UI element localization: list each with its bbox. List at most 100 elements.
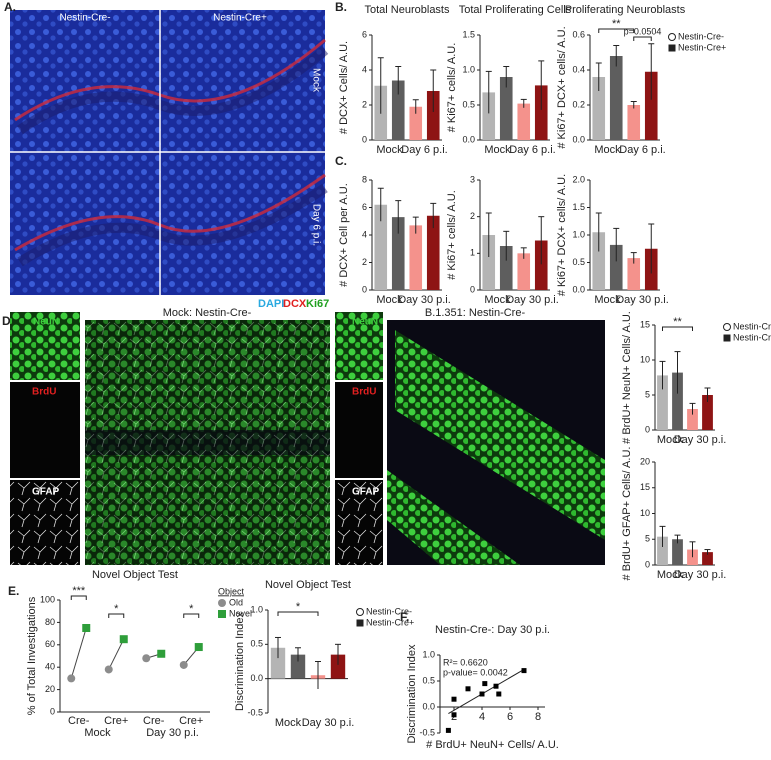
x-axis-label: # BrdU+ NeuN+ Cells/ A.U. bbox=[426, 739, 559, 751]
bar bbox=[330, 654, 346, 679]
sig-bracket bbox=[183, 613, 200, 618]
legend-label: Old bbox=[229, 597, 243, 607]
stain-label: BrdU bbox=[32, 387, 56, 398]
x-group-label: Mock bbox=[594, 294, 621, 306]
chart-title: Total Proliferating Cells bbox=[459, 4, 572, 16]
y-tick-label: 4 bbox=[362, 64, 367, 74]
point bbox=[479, 691, 485, 697]
y-tick-label: 6 bbox=[362, 29, 367, 39]
y-tick-label: 1.0 bbox=[462, 64, 475, 74]
y-tick-label: 0.5 bbox=[250, 639, 263, 649]
y-tick-label: 0.5 bbox=[462, 99, 475, 109]
y-tick-label: 0.4 bbox=[572, 64, 585, 74]
sig-bracket bbox=[108, 613, 125, 618]
x-tick-label: Cre- bbox=[68, 715, 90, 727]
annotation: R²= 0.6620 bbox=[443, 657, 488, 667]
y-tick-label: 100 bbox=[40, 594, 55, 604]
stain-label: GFAP bbox=[32, 487, 60, 498]
bar bbox=[644, 71, 658, 140]
bar bbox=[534, 85, 548, 140]
point bbox=[451, 696, 457, 702]
chart-title: Novel Object Test bbox=[265, 579, 351, 591]
bar bbox=[702, 552, 713, 565]
chart-title: Novel Object Test bbox=[92, 569, 178, 581]
y-tick-label: 2 bbox=[470, 211, 475, 221]
column-label: Nestin-Cre- bbox=[59, 13, 110, 24]
chart-title: Nestin-Cre-: Day 30 p.i. bbox=[435, 624, 550, 636]
bar bbox=[672, 372, 683, 430]
sig-bracket bbox=[598, 28, 635, 33]
y-axis-label: # Ki67+ cells/ A.U. bbox=[446, 190, 458, 280]
y-tick-label: 10 bbox=[640, 354, 650, 364]
y-tick-label: 0 bbox=[645, 559, 650, 569]
panel-letter: B. bbox=[335, 0, 347, 14]
y-tick-label: 0 bbox=[50, 706, 55, 716]
bar bbox=[592, 232, 606, 290]
bar bbox=[627, 105, 641, 140]
dot bbox=[67, 674, 76, 683]
legend-label: Nestin-Cre- bbox=[678, 31, 724, 41]
y-axis-label: # Ki67+ cells/ A.U. bbox=[446, 43, 458, 133]
y-tick-label: 5 bbox=[645, 534, 650, 544]
y-axis-label: # DCX+ Cells/ A.U. bbox=[338, 41, 350, 134]
annotation: ** bbox=[612, 18, 621, 30]
y-axis-label: % of Total Investigations bbox=[26, 596, 38, 715]
row-label: Mock bbox=[310, 68, 321, 93]
y-axis-label: # BrdU+ NeuN+ Cells/ A.U. bbox=[621, 311, 633, 444]
bar bbox=[672, 539, 683, 565]
legend-label: Nestin-Cre+ bbox=[366, 617, 414, 627]
y-axis-label: # Ki67+ DCX+ cells/ A.U. bbox=[556, 174, 568, 296]
panel-letter: A. bbox=[4, 0, 16, 14]
y-tick-label: 6 bbox=[362, 202, 367, 212]
stain-label: DAPI bbox=[258, 298, 284, 310]
bar bbox=[374, 204, 388, 290]
y-tick-label: 1.0 bbox=[422, 649, 435, 659]
y-axis-label: Discrimination Index bbox=[234, 611, 246, 711]
x-group-label: Day 30 p.i. bbox=[674, 569, 727, 581]
bar bbox=[290, 654, 306, 679]
legend-marker bbox=[723, 323, 731, 331]
y-tick-label: 40 bbox=[45, 662, 55, 672]
x-group-label: Mock bbox=[376, 294, 403, 306]
legend-marker bbox=[668, 33, 676, 41]
y-tick-label: 0.5 bbox=[422, 675, 435, 685]
y-tick-label: 3 bbox=[470, 174, 475, 184]
legend-label: Nestin-Cre+ bbox=[678, 42, 726, 52]
y-tick-label: 8 bbox=[362, 174, 367, 184]
image-title: B.1.351: Nestin-Cre- bbox=[425, 307, 526, 319]
x-group-label: Day 30 p.i. bbox=[616, 294, 669, 306]
pair-line bbox=[70, 627, 87, 679]
y-axis-label: # BrdU+ GFAP+ Cells/ A.U. bbox=[621, 447, 633, 581]
legend-title: Object bbox=[218, 586, 245, 596]
y-tick-label: 0 bbox=[470, 284, 475, 294]
legend-label: Nestin-Cre- bbox=[733, 321, 771, 331]
y-axis-label: # DCX+ Cell per A.U. bbox=[338, 183, 350, 287]
panel-letter: E. bbox=[8, 584, 19, 598]
legend-label: Nestin-Cre+ bbox=[733, 332, 771, 342]
dot bbox=[104, 665, 113, 674]
x-tick-label: Cre+ bbox=[104, 715, 128, 727]
bar bbox=[657, 375, 668, 430]
y-tick-label: 15 bbox=[640, 319, 650, 329]
y-tick-label: 0.0 bbox=[250, 673, 263, 683]
legend-marker bbox=[218, 599, 226, 607]
bar bbox=[609, 56, 623, 140]
bar bbox=[499, 77, 513, 140]
x-group-label: Day 6 p.i. bbox=[509, 144, 555, 156]
annotation: * bbox=[114, 603, 119, 615]
bar bbox=[499, 246, 513, 290]
legend-marker bbox=[356, 619, 364, 627]
point bbox=[521, 668, 527, 674]
column-label: Nestin-Cre+ bbox=[213, 13, 267, 24]
y-tick-label: 0.5 bbox=[572, 257, 585, 267]
x-group-label: Mock bbox=[275, 717, 302, 729]
x-group-label: Day 30 p.i. bbox=[302, 717, 355, 729]
y-tick-label: 1.0 bbox=[572, 229, 585, 239]
x-group-label: Day 30 p.i. bbox=[398, 294, 451, 306]
point bbox=[445, 727, 451, 733]
y-tick-label: 0.0 bbox=[572, 134, 585, 144]
bar bbox=[517, 103, 531, 140]
stain-label: BrdU bbox=[352, 387, 376, 398]
annotation: p-value= 0.0042 bbox=[443, 667, 508, 677]
